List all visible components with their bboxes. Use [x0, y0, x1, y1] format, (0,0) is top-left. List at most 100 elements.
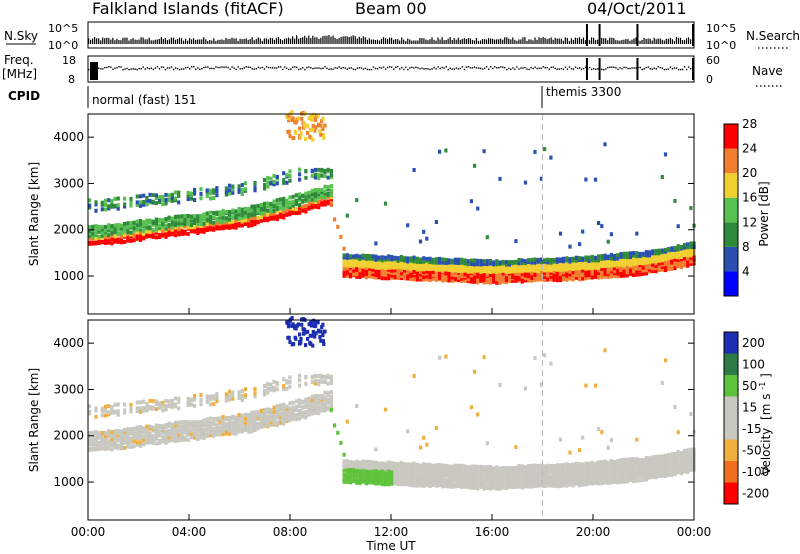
power-cell [253, 212, 257, 217]
freq-mark [683, 66, 686, 68]
power-cell [243, 181, 248, 186]
freq-mark [595, 68, 597, 70]
velocity-cell [161, 408, 165, 413]
velocity-cell [399, 467, 403, 472]
velocity-cell [266, 422, 270, 427]
power-cell [164, 219, 168, 224]
velocity-cell [326, 393, 330, 398]
power-cell [463, 258, 467, 263]
velocity-cell [523, 465, 528, 470]
velocity-cell [555, 470, 559, 475]
power-cell [193, 187, 197, 192]
power-cell [632, 262, 636, 266]
nsky-mark [520, 39, 522, 44]
freq-mark [112, 68, 114, 70]
velocity-cell [539, 463, 543, 468]
power-cell [342, 266, 346, 271]
velocity-cell [536, 463, 540, 468]
velocity-cell [549, 480, 553, 485]
velocity-cell [336, 430, 340, 435]
velocity-cell [520, 470, 524, 474]
freq-mark [265, 66, 268, 68]
velocity-cell [562, 470, 566, 475]
nsky-mark [354, 36, 356, 44]
power-cell [504, 280, 508, 285]
power-cell [501, 259, 505, 264]
freq-mark [687, 66, 690, 68]
power-cell [450, 265, 454, 270]
velocity-cell [568, 480, 572, 485]
cpid-segment-1: normal (fast) 151 [92, 93, 196, 107]
freq-mark [239, 68, 241, 70]
velocity-cell [317, 378, 321, 383]
velocity-cell [460, 463, 464, 468]
power-cell [581, 268, 585, 273]
power-cell [247, 207, 251, 211]
velocity-cell [670, 461, 674, 466]
freq-mark [419, 68, 421, 70]
power-cell [234, 209, 238, 214]
power-cell [208, 196, 213, 201]
power-cell [676, 260, 680, 265]
cpid-segment-2: themis 3300 [546, 85, 621, 99]
power-cell [316, 122, 321, 127]
velocity-cell [425, 475, 429, 480]
power-cell [632, 253, 636, 258]
power-cell [107, 228, 111, 233]
power-cell [352, 272, 356, 277]
xtick-label: 08:00 [273, 525, 308, 539]
velocity-cell [686, 459, 690, 464]
nsky-mark [597, 39, 599, 44]
freq-mark [568, 66, 571, 68]
velocity-cell [523, 474, 528, 479]
velocity-cell [403, 468, 407, 473]
velocity-cell [412, 461, 416, 466]
velocity-cell [323, 406, 327, 410]
nsky-mark [556, 38, 558, 44]
freq-mark [514, 68, 516, 71]
freq-mark [556, 68, 559, 70]
velocity-cell [632, 459, 636, 464]
velocity-cell [380, 461, 384, 466]
freq-mark [425, 67, 427, 70]
velocity-cell [590, 481, 594, 486]
power-cell [371, 267, 375, 272]
velocity-cell [660, 466, 664, 471]
power-cell [523, 271, 528, 276]
nsky-mark [294, 38, 296, 44]
power-cell [170, 216, 174, 221]
velocity-cell [313, 378, 318, 383]
velocity-cell [539, 476, 543, 480]
freq-mark [229, 68, 231, 70]
velocity-cell [587, 464, 591, 469]
velocity-cell [387, 478, 391, 483]
power-cell [368, 254, 372, 258]
power-cell [628, 270, 633, 275]
nsky-mark [433, 39, 435, 44]
power-cell [457, 269, 461, 274]
power-cell [565, 256, 569, 261]
power-cell [600, 266, 604, 271]
velocity-cell [237, 429, 241, 434]
power-cell [587, 263, 591, 268]
velocity-cell [88, 446, 92, 451]
velocity-cell [644, 459, 648, 464]
power-cell [148, 230, 152, 234]
velocity-cell [606, 465, 610, 470]
power-cell [266, 201, 270, 206]
nsky-mark [673, 40, 675, 44]
velocity-cell [387, 471, 391, 476]
velocity-cell [517, 470, 521, 475]
freq-mark [253, 68, 256, 70]
power-cell [578, 268, 582, 273]
velocity-cell [546, 468, 550, 473]
velocity-cell [558, 468, 563, 473]
power-cell [278, 211, 283, 216]
power-cell [635, 272, 639, 277]
velocity-cell [654, 462, 658, 466]
velocity-cell [361, 475, 365, 480]
nsky-mark [152, 40, 154, 44]
nsky-mark [659, 38, 661, 44]
nsky-mark [140, 37, 142, 44]
